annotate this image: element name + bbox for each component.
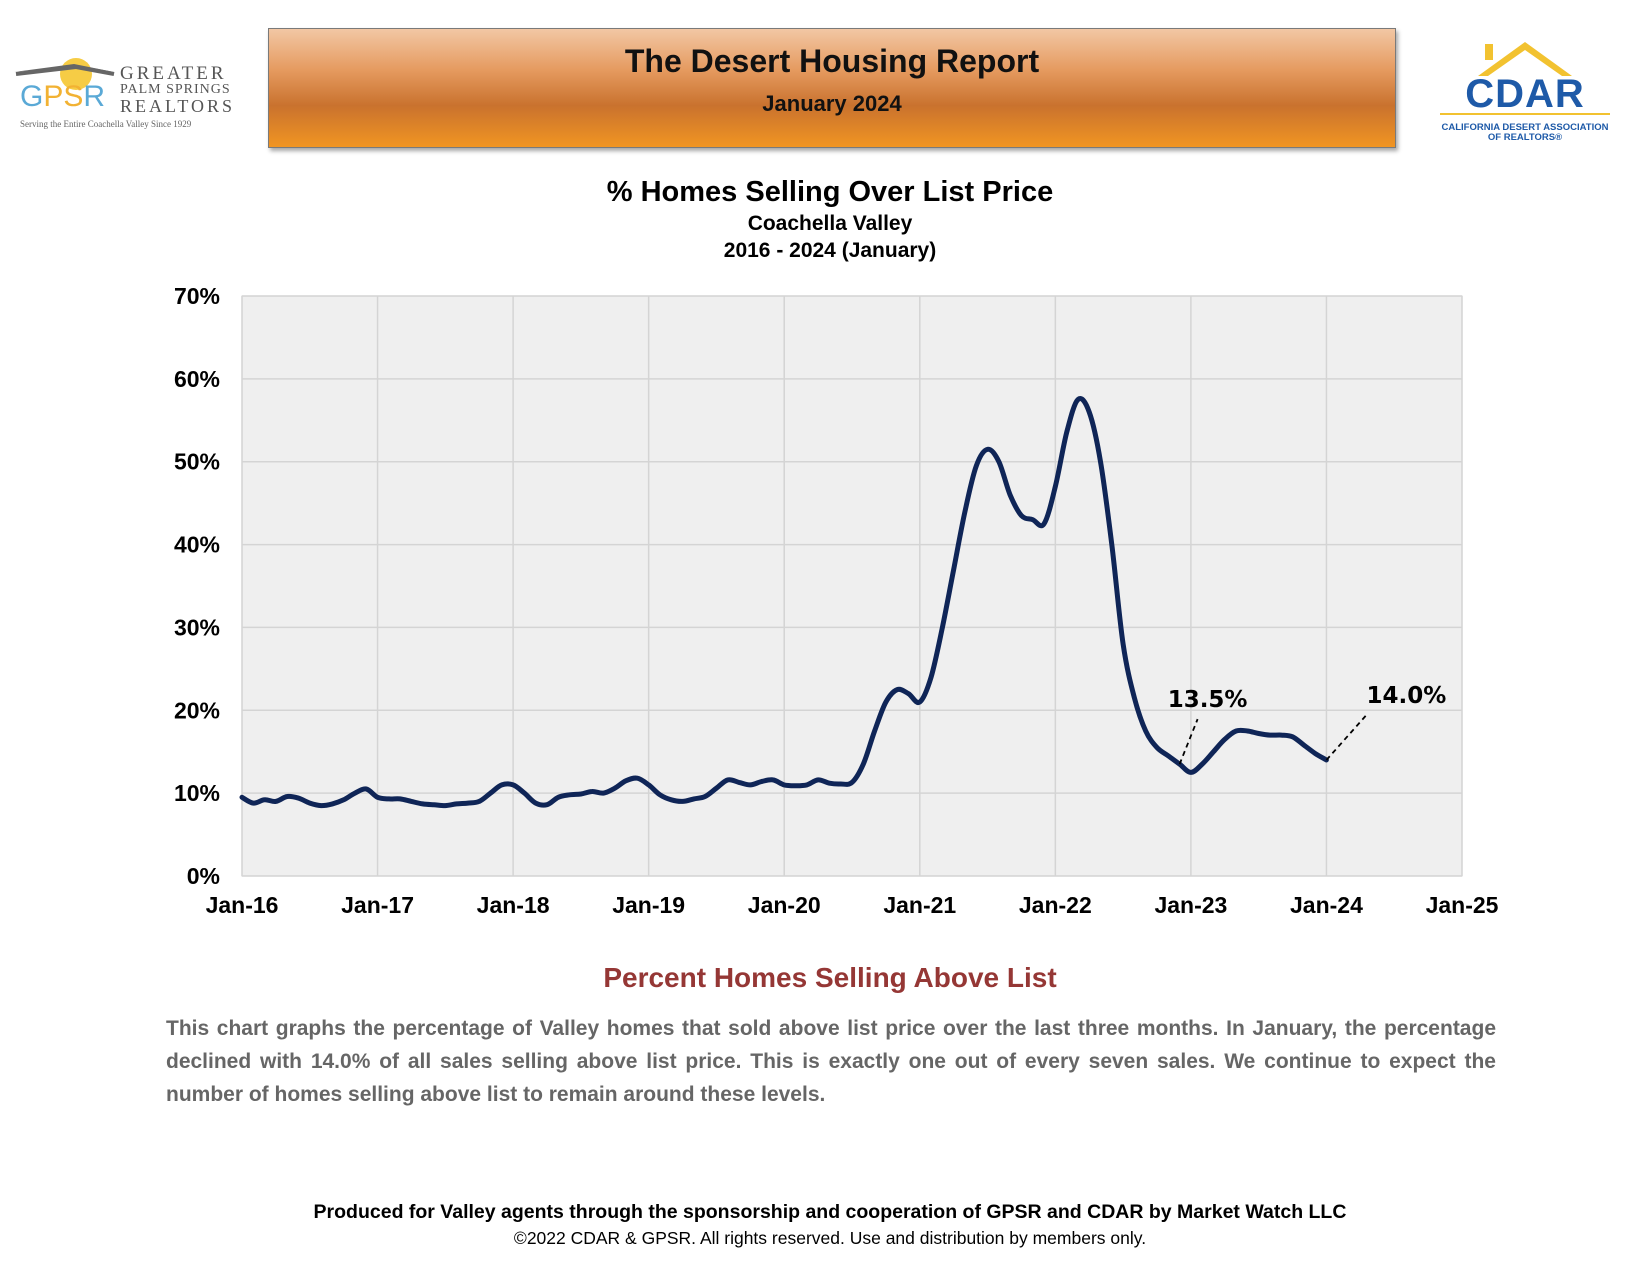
plot-area [241,295,1463,877]
gpsr-logo [14,52,244,132]
gpsr-line-realtors: REALTORS [120,96,236,116]
report-banner: The Desert Housing Report January 2024 [268,28,1396,148]
series-line [239,396,1329,809]
x-tick-label: Jan-21 [883,892,956,918]
line-chart: 0% 10% 20% 30% 40% 50% 60% 70% Jan-16 Jan-17 Jan-1… [174,283,1499,918]
cdar-fullname-line2: OF REALTORS® [1487,132,1563,143]
commentary-body: This chart graphs the percentage of Vall… [166,1017,1496,1106]
gpsr-letter-r: R [83,80,106,113]
x-tick-label: Jan-16 [206,892,279,918]
gpsr-letter-g: G [20,80,44,113]
commentary-heading: Percent Homes Selling Above List [603,962,1057,993]
y-tick-label: 60% [174,366,220,392]
chart-title: % Homes Selling Over List Price [606,176,1054,208]
x-tick-label: Jan-22 [1019,892,1092,918]
y-tick-label: 50% [174,449,220,475]
annotation-leader [1325,714,1368,761]
x-tick-label: Jan-24 [1290,892,1363,918]
y-tick-label: 40% [174,532,220,558]
footer-copyright: ©2022 CDAR & GPSR. All rights reserved. … [513,1228,1147,1248]
y-tick-label: 70% [174,283,220,309]
x-tick-label: Jan-19 [612,892,685,918]
y-tick-label: 20% [174,697,220,723]
x-tick-label: Jan-25 [1426,892,1499,918]
cdar-fullname-line1: CALIFORNIA DESERT ASSOCIATION [1441,122,1609,133]
x-tick-label: Jan-18 [477,892,550,918]
chart-subtitle: Coachella Valley [747,212,913,235]
x-tick-label: Jan-23 [1154,892,1227,918]
gpsr-abbreviation: GPSR [20,80,105,114]
data-label: 14.0% [1367,683,1447,709]
gpsr-tagline: Serving the Entire Coachella Valley Sinc… [20,119,192,129]
footer-credit: Produced for Valley agents through the s… [313,1201,1347,1223]
report-date: January 2024 [762,91,902,116]
gpsr-line-greater: GREATER [120,63,227,84]
x-tick-label: Jan-20 [748,892,821,918]
annotation-leader [1178,718,1199,765]
gpsr-sun-roof-icon [14,58,115,90]
gpsr-line-palm-springs: PALM SPRINGS [120,82,231,97]
y-tick-label: 30% [174,614,220,640]
y-tick-label: 10% [174,780,220,806]
y-tick-label: 0% [187,863,220,889]
gpsr-letters-ps: PS [43,80,84,113]
cdar-name: CDAR [1465,72,1585,116]
data-label: 13.5% [1168,687,1248,713]
chart-period: 2016 - 2024 (January) [723,239,937,262]
x-tick-label: Jan-17 [341,892,414,918]
report-title: The Desert Housing Report [624,43,1040,79]
cdar-house-icon [1440,42,1610,115]
